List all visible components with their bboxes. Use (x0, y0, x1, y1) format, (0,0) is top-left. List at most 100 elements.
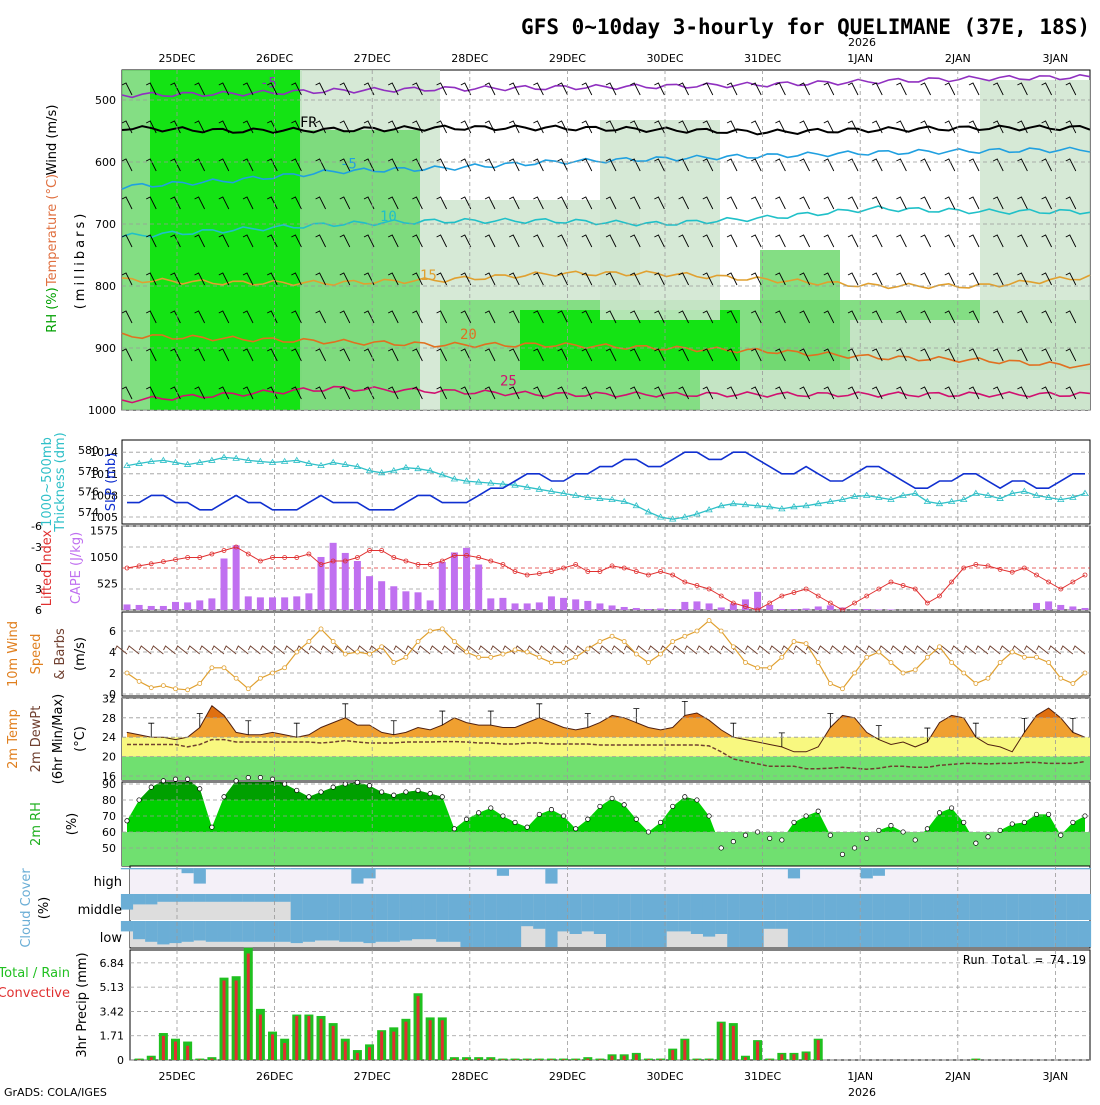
li-point (257, 558, 263, 564)
rh-point (924, 826, 930, 832)
wind-barb (847, 310, 859, 324)
cape-bar (378, 581, 386, 610)
cloud-bar (715, 921, 728, 934)
wind-speed-line (126, 619, 1086, 691)
cloud-bar (702, 894, 716, 920)
wind-point (621, 639, 627, 644)
wind-barb (823, 82, 835, 96)
wind-barb (1065, 310, 1077, 324)
surface-barb (405, 645, 419, 655)
wind-barb (170, 82, 181, 96)
cloud-bar (727, 894, 740, 920)
wind-barb (533, 386, 544, 400)
cloud-bar (1054, 894, 1067, 920)
wind-barb (145, 196, 157, 210)
thickness-point (474, 478, 483, 485)
cloud-bar (387, 894, 400, 920)
cape-bar (414, 592, 422, 610)
precip-conv-bar (501, 1059, 505, 1060)
rh-point (476, 810, 482, 816)
wind-barb (775, 386, 786, 400)
wind-barb (920, 158, 932, 172)
wind-point (464, 649, 469, 655)
thickness-tick: 578 (78, 465, 99, 478)
wind-tick: 0 (109, 688, 116, 701)
pressure-tick-label: 800 (95, 280, 116, 293)
cloud-bar (872, 921, 885, 947)
minmax-bar (536, 703, 543, 718)
cape-bar (293, 596, 301, 610)
wind-barb (557, 120, 569, 134)
precip-conv-bar (283, 1042, 287, 1060)
surface-barb (563, 645, 576, 655)
thickness-point (1057, 495, 1065, 502)
wind-barb (944, 120, 956, 134)
thickness-point (268, 458, 277, 465)
pressure-tick-label: 1000 (88, 404, 116, 417)
li-point (403, 558, 409, 564)
cloud-bar (618, 894, 631, 920)
cape-bar (669, 608, 677, 610)
wind-barb (968, 386, 980, 400)
rh-point (282, 781, 288, 787)
wind-barb (436, 82, 448, 96)
cloud-bar (581, 894, 594, 920)
rh-point (997, 827, 1003, 833)
wind-barb (799, 234, 811, 248)
wind-barb (968, 234, 980, 248)
precip-conv-bar (598, 1059, 602, 1060)
wind-barb (1065, 348, 1077, 362)
wind-barb (750, 158, 762, 172)
wind-barb (750, 234, 762, 248)
cape-bar (475, 564, 483, 610)
cloud-bar (460, 921, 473, 947)
rh-point (985, 834, 991, 840)
cape-bar (705, 603, 713, 610)
surface-barb (1060, 645, 1074, 655)
wind-barb (1041, 158, 1053, 172)
wind-barb (170, 234, 181, 248)
precip-conv-bar (404, 1021, 408, 1060)
wind-barb (992, 196, 1004, 210)
wind-barb (629, 120, 641, 134)
rh-point (233, 778, 239, 784)
precip-conv-bar (198, 1059, 202, 1060)
wind-barb (581, 310, 593, 324)
wind-barb (194, 386, 206, 400)
wind-barb (605, 310, 617, 324)
cloud-bar (351, 894, 364, 920)
wind-barb (896, 386, 907, 400)
wind-barb (920, 386, 932, 400)
wind-barb (847, 272, 859, 286)
wind-point (452, 639, 457, 644)
cloud-bar (569, 921, 582, 934)
cloud-bar (375, 921, 388, 942)
wind-point (524, 649, 530, 655)
li-point (888, 579, 894, 585)
wind-point (1021, 654, 1027, 660)
wind-point (439, 626, 445, 632)
cloud-bar (254, 921, 267, 942)
cape-bar (426, 600, 434, 610)
wind-point (318, 626, 324, 632)
wind-point (257, 675, 263, 681)
surface-barb (636, 645, 649, 655)
upper-wind-barbs (121, 82, 1077, 400)
cloud-bar (921, 894, 934, 920)
wind-barb (992, 348, 1004, 362)
wind-tick: 6 (109, 625, 116, 638)
cloud-bar (436, 921, 449, 942)
cloud-panel: high middle low Cloud Cover (%) (19, 865, 1092, 949)
wind-barb (871, 82, 883, 96)
wind-barb (387, 158, 399, 172)
pressure-tick-label: 600 (95, 156, 116, 169)
precip-conv-bar (380, 1031, 384, 1060)
wind-barb (170, 158, 181, 172)
wind-barb (533, 348, 544, 362)
precip-conv-bar (646, 1059, 650, 1060)
li-point (1058, 586, 1064, 592)
wind-barb (170, 272, 181, 286)
cloud-bar (739, 894, 752, 920)
wind-barb (799, 310, 811, 324)
wind-barb (944, 234, 956, 248)
